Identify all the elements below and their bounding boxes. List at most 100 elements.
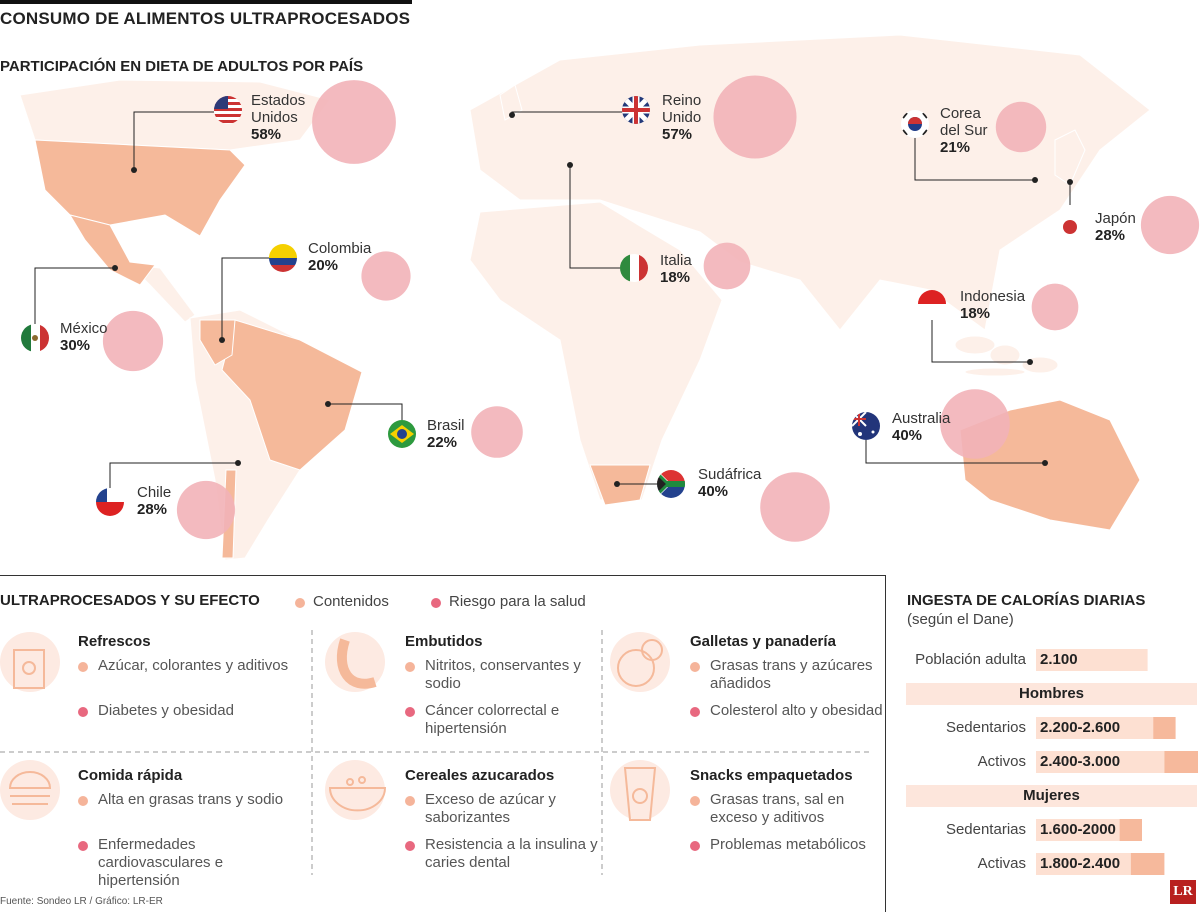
country-name: México xyxy=(60,320,108,337)
country-label: Australia 40% xyxy=(892,410,972,445)
country-name: Sudáfrica xyxy=(698,466,762,483)
country-value: 28% xyxy=(1095,227,1126,244)
top-rule xyxy=(0,0,412,4)
country-name: Chile xyxy=(137,484,172,501)
item-contents: Grasas trans y azúcares añadidos xyxy=(710,657,873,692)
flags xyxy=(21,96,1084,516)
item-risk: Resistencia a la insulina y caries denta… xyxy=(425,836,598,871)
bullet xyxy=(78,796,88,806)
country-label: Estados Unidos 58% xyxy=(251,92,313,144)
bubble xyxy=(995,101,1047,153)
icons xyxy=(0,632,670,821)
row-value: 2.100 xyxy=(1040,651,1078,668)
group-header: Mujeres xyxy=(906,785,1197,807)
item-contents: Alta en grasas trans y sodio xyxy=(98,791,284,808)
calories-subtitle: (según el Dane) xyxy=(907,611,1014,628)
bullet xyxy=(690,796,700,806)
bar-min xyxy=(1036,649,1148,671)
bubble xyxy=(1140,195,1200,255)
bullet xyxy=(690,841,700,851)
country-label: Brasil 22% xyxy=(427,417,497,452)
country-value: 57% xyxy=(662,126,693,143)
country-label: Japón 28% xyxy=(1095,210,1175,245)
row-label: Activos xyxy=(977,753,1026,770)
row-label: Población adulta xyxy=(915,651,1026,668)
row-value: 2.400-3.000 xyxy=(1040,753,1121,770)
bar-min xyxy=(1036,819,1120,841)
row-value: 1.600-2000 xyxy=(1040,821,1116,838)
bullet xyxy=(405,662,415,672)
legend-swatch xyxy=(295,598,305,608)
separators xyxy=(0,630,872,875)
row-value: 1.800-2.400 xyxy=(1040,855,1121,872)
bullet xyxy=(690,662,700,672)
bullet xyxy=(405,707,415,717)
bullet xyxy=(405,841,415,851)
subtitle: PARTICIPACIÓN EN DIETA DE ADULTOS POR PA… xyxy=(0,58,364,75)
bubble xyxy=(940,389,1010,459)
bar-range xyxy=(1153,717,1176,739)
country-label: Reino Unido 57% xyxy=(662,92,712,144)
country-name: Reino Unido xyxy=(662,92,702,126)
source: Fuente: Sondeo LR / Gráfico: LR-ER xyxy=(0,896,163,907)
item-title: Comida rápida xyxy=(78,767,183,784)
item-contents: Nitritos, conservantes y sodio xyxy=(425,657,581,692)
bullet xyxy=(78,662,88,672)
effects-title: ULTRAPROCESADOS Y SU EFECTO xyxy=(0,592,260,609)
bubble xyxy=(102,310,164,372)
country-label: Sudáfrica 40% xyxy=(698,466,788,501)
country-name: Estados Unidos xyxy=(251,92,306,126)
calories-bars xyxy=(1036,649,1198,875)
bubble xyxy=(361,251,411,301)
country-name: Brasil xyxy=(427,417,465,434)
group-header: Hombres xyxy=(906,683,1197,705)
country-name: Italia xyxy=(660,252,692,269)
country-value: 18% xyxy=(660,269,691,286)
country-name: Colombia xyxy=(308,240,372,257)
item-risk: Diabetes y obesidad xyxy=(98,702,234,719)
item-title: Cereales azucarados xyxy=(405,767,555,784)
country-name: Japón xyxy=(1095,210,1136,227)
divider xyxy=(885,575,886,912)
item-title: Embutidos xyxy=(405,633,483,650)
country-label: México 30% xyxy=(60,320,130,355)
country-name: Corea del Sur xyxy=(940,105,988,139)
item-contents: Grasas trans, sal en exceso y aditivos xyxy=(710,791,845,826)
effects-grid xyxy=(0,630,872,875)
country-value: 40% xyxy=(892,427,923,444)
country-value: 40% xyxy=(698,483,729,500)
country-label: Chile 28% xyxy=(137,484,197,519)
bubble xyxy=(471,406,523,458)
row-label: Sedentarias xyxy=(945,821,1026,838)
row-label: Sedentarios xyxy=(945,719,1026,736)
world-map xyxy=(19,34,1200,561)
item-contents: Exceso de azúcar y saborizantes xyxy=(425,791,556,826)
item-risk: Problemas metabólicos xyxy=(710,836,866,853)
logo: LR xyxy=(1170,880,1196,904)
country-label: Corea del Sur 21% xyxy=(940,105,990,157)
bullet xyxy=(78,707,88,717)
country-label: Italia 18% xyxy=(660,252,730,287)
country-name: Australia xyxy=(892,410,951,427)
country-value: 28% xyxy=(137,501,168,518)
row-value: 2.200-2.600 xyxy=(1040,719,1121,736)
country-value: 58% xyxy=(251,126,282,143)
bubble xyxy=(312,80,396,164)
bubbles xyxy=(102,75,1200,542)
country-value: 30% xyxy=(60,337,91,354)
bubble xyxy=(1031,283,1079,331)
bubble xyxy=(703,242,751,290)
bar-min xyxy=(1036,717,1154,739)
country-value: 20% xyxy=(308,257,339,274)
item-risk: Colesterol alto y obesidad xyxy=(710,702,883,719)
country-label: Indonesia 18% xyxy=(960,288,1050,323)
connector-dots xyxy=(112,112,1073,487)
country-value: 22% xyxy=(427,434,458,451)
item-risk: Cáncer colorrectal e hipertensión xyxy=(425,702,560,737)
bubble xyxy=(760,472,830,542)
country-value: 21% xyxy=(940,139,971,156)
bar-range xyxy=(1119,819,1142,841)
legend-label: Contenidos xyxy=(313,593,389,610)
